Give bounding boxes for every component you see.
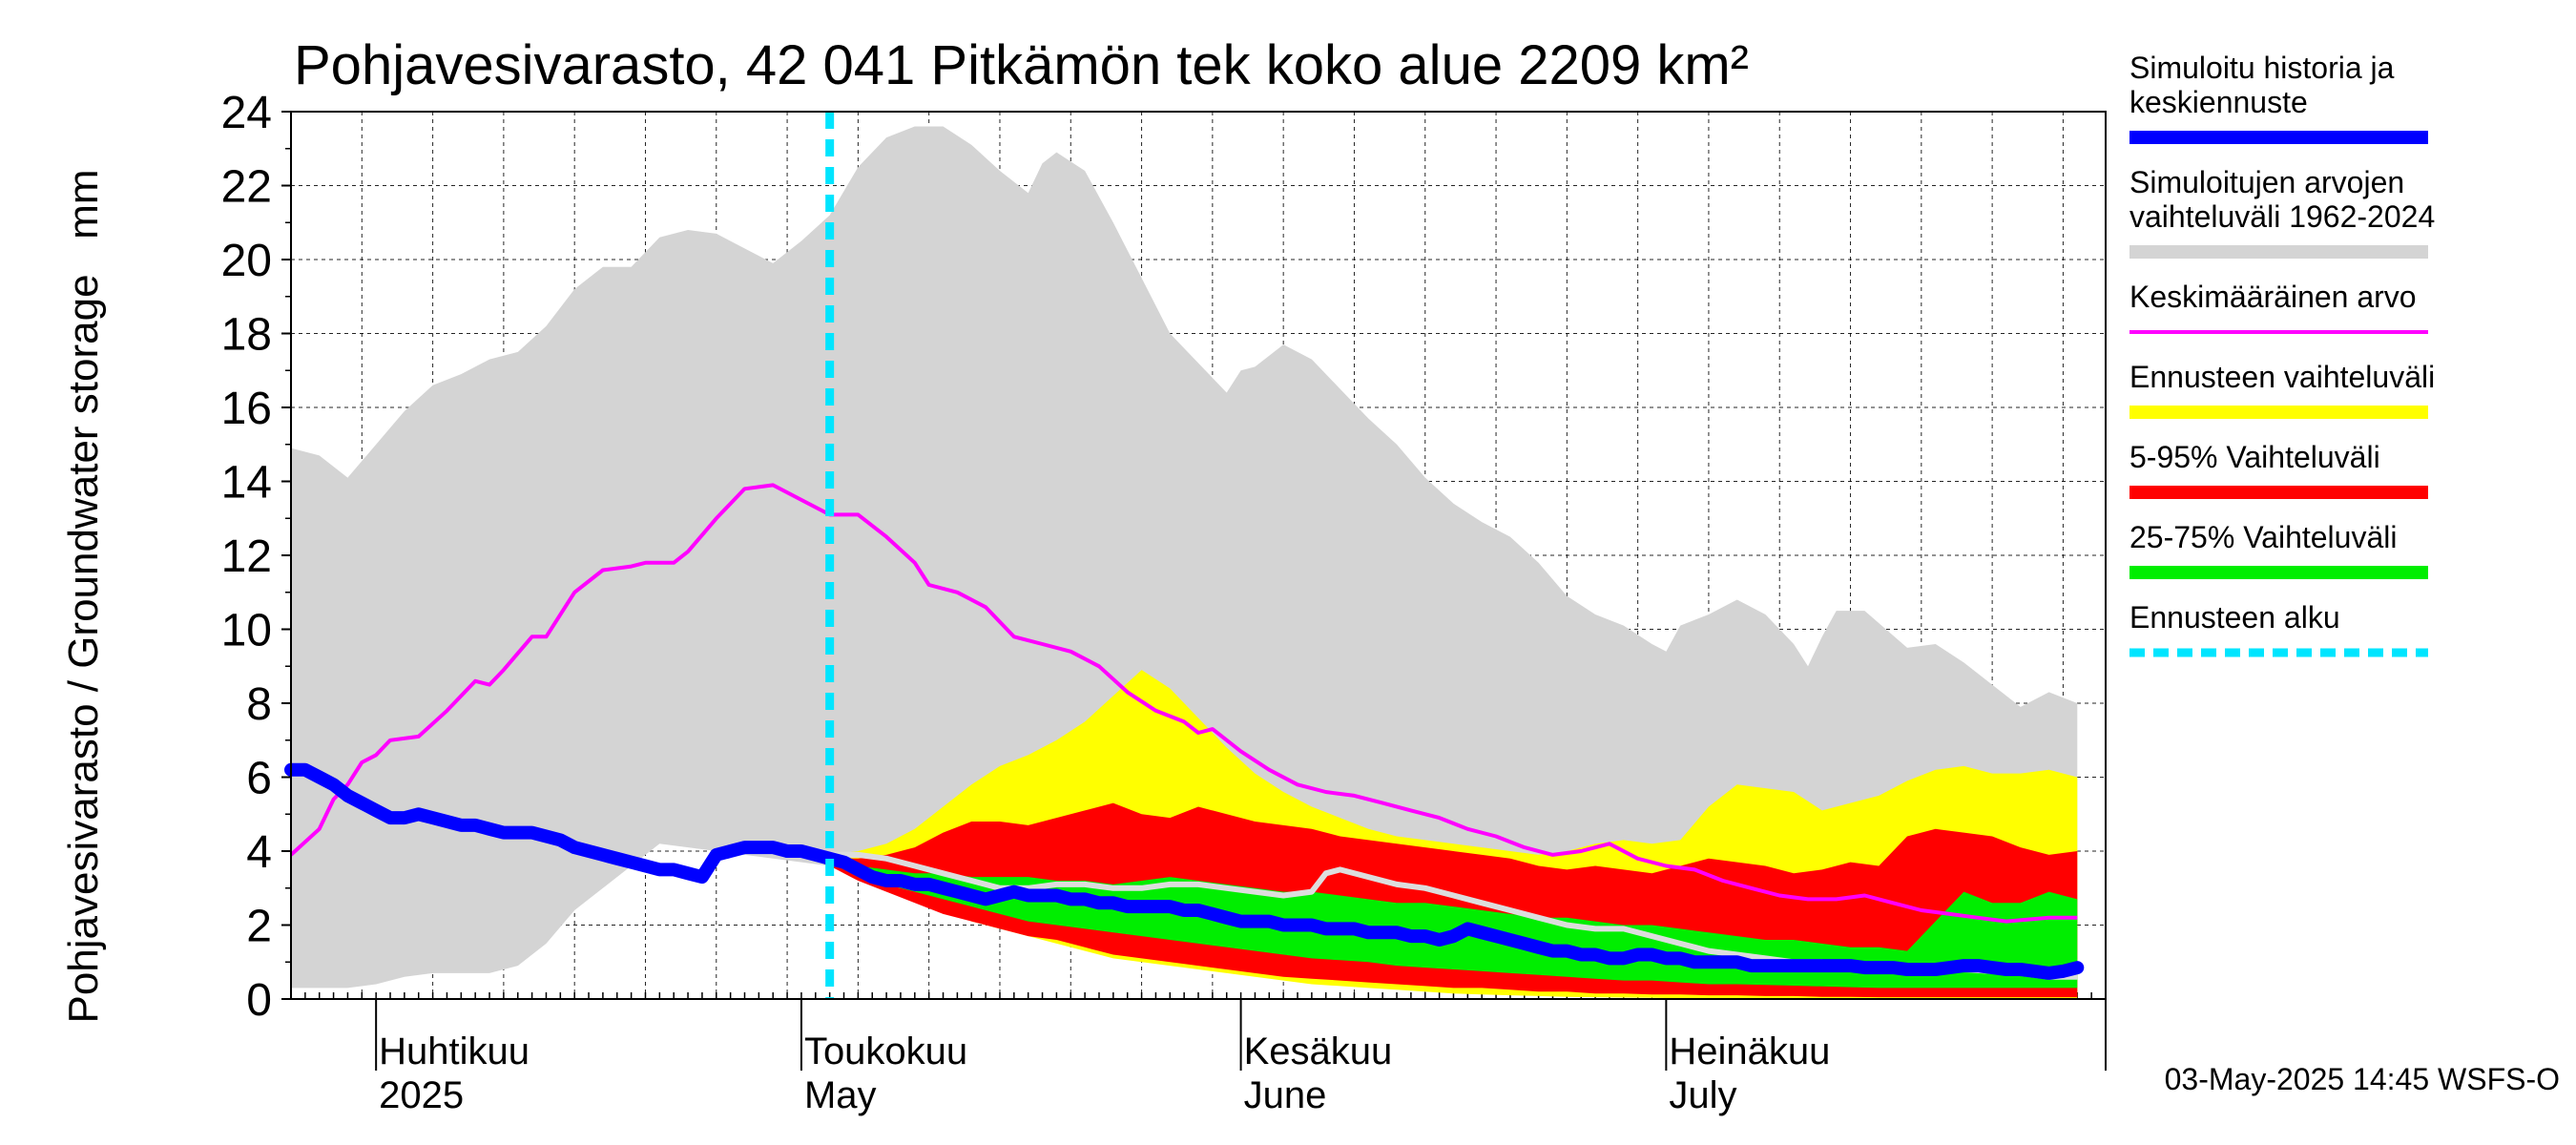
month-label-en: 2025	[379, 1074, 464, 1116]
y-axis-label: Pohjavesivarasto / Groundwater storage m…	[60, 169, 107, 1023]
mean-line	[289, 483, 2078, 924]
y-tick-label: 12	[221, 531, 272, 582]
y-tick-label: 0	[246, 975, 272, 1026]
footer-timestamp: 03-May-2025 14:45 WSFS-O	[2165, 1062, 2560, 1096]
legend-label: keskiennuste	[2129, 85, 2308, 119]
y-tick-label: 18	[221, 310, 272, 361]
y-tick-label: 16	[221, 384, 272, 434]
chart-title: Pohjavesivarasto, 42 041 Pitkämön tek ko…	[294, 34, 1749, 96]
legend-label: 25-75% Vaihteluväli	[2129, 520, 2397, 554]
month-label-en: July	[1669, 1074, 1736, 1116]
history-line	[284, 762, 795, 885]
series-layer	[284, 112, 2085, 999]
y-tick-label: 6	[246, 754, 272, 804]
month-label-fi: Toukokuu	[804, 1030, 967, 1072]
historical-range-band	[291, 126, 2078, 998]
forecast-mean-line	[780, 844, 2085, 980]
legend-label: 5-95% Vaihteluväli	[2129, 440, 2380, 474]
y-tick-label: 24	[221, 88, 272, 138]
legend-label: Simuloitujen arvojen	[2129, 165, 2404, 199]
y-tick-label: 22	[221, 162, 272, 213]
y-tick-label: 10	[221, 606, 272, 656]
y-tick-label: 8	[246, 679, 272, 730]
legend-label: Ennusteen alku	[2129, 600, 2340, 635]
y-tick-label: 2	[246, 902, 272, 952]
month-label-en: June	[1244, 1074, 1327, 1116]
legend-label: Keskimääräinen arvo	[2129, 280, 2417, 314]
legend-label: Ennusteen vaihteluväli	[2129, 360, 2435, 394]
legend-label: vaihteluväli 1962-2024	[2129, 199, 2435, 234]
y-tick-label: 14	[221, 458, 272, 509]
month-label-fi: Heinäkuu	[1669, 1030, 1830, 1072]
month-label-fi: Kesäkuu	[1244, 1030, 1393, 1072]
axes: 024681012141618202224Huhtikuu2025Toukoku…	[221, 88, 2107, 1116]
y-tick-label: 4	[246, 827, 272, 878]
y-tick-label: 20	[221, 236, 272, 286]
legend-label: Simuloitu historia ja	[2129, 51, 2395, 85]
month-label-en: May	[804, 1074, 877, 1116]
month-label-fi: Huhtikuu	[379, 1030, 530, 1072]
